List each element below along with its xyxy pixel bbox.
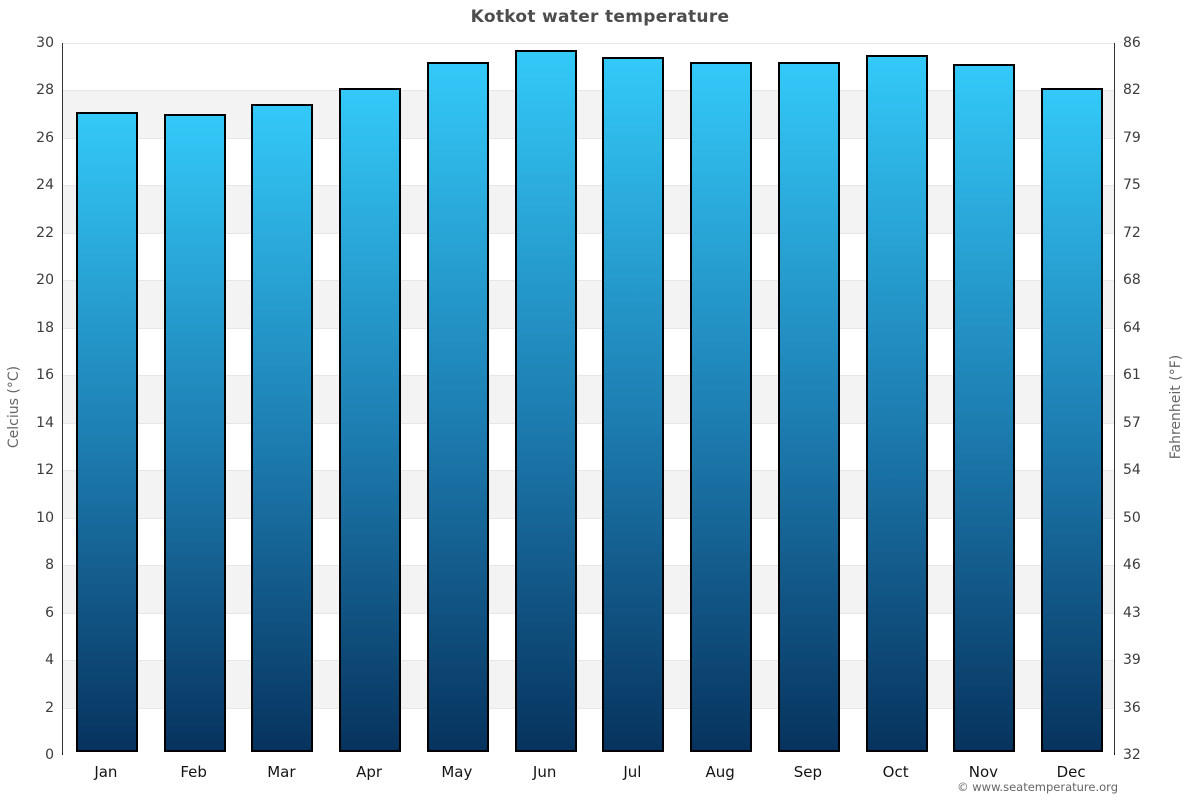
ytick-celsius-22: 22 <box>36 224 54 241</box>
copyright-text: © www.seatemperature.org <box>957 780 1118 794</box>
ytick-celsius-2: 2 <box>45 699 54 716</box>
ytick-celsius-26: 26 <box>36 129 54 146</box>
fahrenheit-axis-label: Fahrenheit (°F) <box>1168 354 1184 460</box>
xtick-may: May <box>441 763 473 781</box>
bar-mar[interactable] <box>251 104 314 752</box>
xtick-jun: Jun <box>532 763 557 781</box>
ytick-celsius-4: 4 <box>45 652 54 669</box>
bar-jun[interactable] <box>514 50 577 752</box>
ytick-celsius-14: 14 <box>36 414 54 431</box>
ytick-celsius-20: 20 <box>36 272 54 289</box>
ytick-fahrenheit-75: 75 <box>1123 177 1141 194</box>
ytick-fahrenheit-54: 54 <box>1123 462 1141 479</box>
grid-band <box>63 517 1114 566</box>
ytick-celsius-0: 0 <box>45 747 54 763</box>
ytick-celsius-10: 10 <box>36 509 54 526</box>
grid-band <box>63 90 1114 138</box>
ytick-celsius-18: 18 <box>36 319 54 336</box>
xtick-mar: Mar <box>267 763 296 781</box>
bar-jul[interactable] <box>602 57 665 752</box>
bar-sep[interactable] <box>777 61 840 752</box>
xtick-sep: Sep <box>793 763 823 781</box>
grid-band <box>63 232 1114 281</box>
xtick-jul: Jul <box>623 763 642 781</box>
bar-nov[interactable] <box>953 64 1016 752</box>
plot-area <box>62 43 1115 755</box>
xtick-apr: Apr <box>356 763 383 781</box>
grid-band <box>63 185 1114 233</box>
bar-may[interactable] <box>426 61 489 752</box>
bar-apr[interactable] <box>339 87 402 752</box>
bar-aug[interactable] <box>690 61 753 752</box>
bar-oct[interactable] <box>865 54 928 752</box>
bar-dec[interactable] <box>1041 87 1104 752</box>
ytick-fahrenheit-68: 68 <box>1123 272 1141 289</box>
bar-feb[interactable] <box>163 113 226 752</box>
ytick-fahrenheit-72: 72 <box>1123 224 1141 241</box>
ytick-celsius-16: 16 <box>36 367 54 384</box>
grid-band <box>63 565 1114 613</box>
ytick-celsius-28: 28 <box>36 82 54 99</box>
ytick-fahrenheit-57: 57 <box>1123 414 1141 431</box>
xtick-jan: Jan <box>94 763 118 781</box>
grid-band <box>63 280 1114 328</box>
ytick-fahrenheit-82: 82 <box>1123 82 1141 99</box>
ytick-fahrenheit-64: 64 <box>1123 319 1141 336</box>
grid-band <box>63 43 1114 91</box>
grid-band <box>63 422 1114 471</box>
ytick-fahrenheit-86: 86 <box>1123 35 1141 51</box>
ytick-fahrenheit-46: 46 <box>1123 557 1141 574</box>
grid-band <box>63 707 1114 755</box>
ytick-fahrenheit-43: 43 <box>1123 604 1141 621</box>
xtick-oct: Oct <box>882 763 909 781</box>
grid-band <box>63 375 1114 423</box>
grid-band <box>63 612 1114 661</box>
ytick-fahrenheit-50: 50 <box>1123 509 1141 526</box>
xtick-aug: Aug <box>705 763 735 781</box>
grid-band <box>63 660 1114 708</box>
ytick-fahrenheit-36: 36 <box>1123 699 1141 716</box>
grid-band <box>63 327 1114 376</box>
ytick-fahrenheit-32: 32 <box>1123 747 1141 763</box>
bar-jan[interactable] <box>75 111 138 752</box>
xtick-feb: Feb <box>180 763 207 781</box>
ytick-fahrenheit-79: 79 <box>1123 129 1141 146</box>
ytick-fahrenheit-39: 39 <box>1123 652 1141 669</box>
ytick-celsius-30: 30 <box>36 35 54 51</box>
grid-band <box>63 137 1114 186</box>
ytick-celsius-6: 6 <box>45 604 54 621</box>
ytick-celsius-12: 12 <box>36 462 54 479</box>
ytick-celsius-24: 24 <box>36 177 54 194</box>
xtick-nov: Nov <box>968 763 999 781</box>
chart-title: Kotkot water temperature <box>470 7 730 27</box>
ytick-celsius-8: 8 <box>45 557 54 574</box>
xtick-dec: Dec <box>1056 763 1086 781</box>
grid-band <box>63 470 1114 518</box>
ytick-fahrenheit-61: 61 <box>1123 367 1141 384</box>
